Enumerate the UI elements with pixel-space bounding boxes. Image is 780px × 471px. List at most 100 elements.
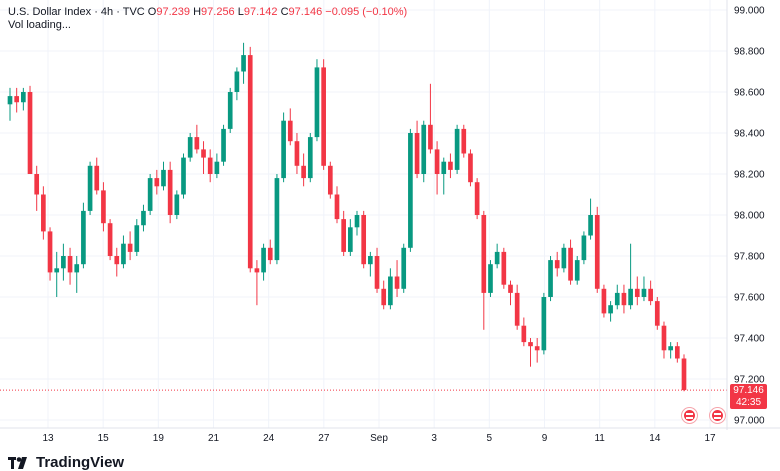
candle-body: [81, 210, 86, 265]
candle: [67, 247, 73, 285]
candle: [608, 301, 613, 322]
candle-body: [321, 67, 326, 166]
candle: [494, 243, 500, 269]
candle: [154, 169, 160, 195]
candle: [61, 243, 66, 281]
candle-body: [594, 215, 600, 289]
candle: [147, 174, 153, 215]
candle: [167, 161, 173, 224]
candle: [121, 235, 126, 269]
candle-body: [74, 264, 80, 273]
candle: [7, 87, 13, 121]
chart-header: U.S. Dollar Index · 4h · TVC O97.239 H97…: [8, 6, 407, 19]
candle-body: [534, 346, 540, 351]
candle-body: [628, 288, 633, 306]
tradingview-logo-icon: [8, 456, 27, 469]
candle-body: [568, 247, 573, 281]
candle-body: [274, 178, 280, 261]
candle: [468, 149, 473, 187]
candle-body: [354, 215, 360, 228]
candle-body: [154, 178, 160, 187]
candle-body: [21, 92, 26, 103]
candle-body: [201, 149, 206, 158]
candle-body: [674, 346, 680, 359]
candle-body: [41, 194, 46, 232]
candle: [87, 161, 93, 215]
candle-body: [648, 288, 653, 302]
candle-body: [114, 256, 120, 265]
candles: [7, 42, 687, 392]
candle-body: [54, 268, 60, 273]
candle: [354, 210, 360, 236]
y-tick-label: 99.000: [734, 6, 765, 17]
candle-body: [394, 276, 400, 289]
candle: [54, 251, 60, 297]
candle: [674, 342, 680, 363]
candle-body: [227, 92, 233, 129]
candle: [641, 276, 647, 302]
x-tick-label: 17: [704, 433, 716, 444]
y-tick-label: 97.000: [734, 416, 765, 427]
candle: [34, 165, 40, 211]
candle: [41, 186, 46, 240]
candle-body: [194, 137, 200, 150]
ohlc-low-label: L: [237, 6, 244, 18]
candle-body: [314, 67, 320, 138]
us-flag-icon[interactable]: [682, 408, 697, 423]
candle-body: [441, 161, 447, 174]
candle-body: [234, 71, 240, 92]
candle-body: [261, 247, 266, 273]
candle: [107, 219, 113, 261]
candle: [127, 231, 133, 261]
candle: [234, 67, 240, 101]
candle-body: [87, 165, 93, 211]
candle: [327, 161, 333, 199]
volume-status: Vol loading...: [8, 19, 71, 31]
candle: [661, 321, 667, 359]
candle-body: [548, 260, 553, 297]
candle: [301, 153, 306, 187]
candle-body: [501, 251, 507, 285]
candle-body: [34, 174, 40, 195]
candle: [588, 198, 593, 240]
candle: [21, 87, 26, 111]
candle-body: [528, 342, 533, 347]
candle: [554, 251, 560, 277]
y-axis[interactable]: 99.000 98.800 98.600 98.400 98.200 98.000 97.8…: [726, 0, 765, 430]
candle: [501, 247, 507, 289]
candle-body: [61, 256, 66, 269]
y-tick-label: 98.800: [734, 47, 765, 58]
candle: [281, 112, 286, 183]
candle: [601, 284, 607, 318]
candle: [47, 227, 53, 281]
candle: [141, 204, 146, 232]
bar-countdown: 42:35: [735, 397, 762, 408]
candle: [441, 157, 447, 195]
candle: [114, 247, 120, 277]
x-tick-label: 15: [98, 433, 110, 444]
symbol-title[interactable]: U.S. Dollar Index · 4h · TVC: [8, 6, 145, 18]
candle: [321, 59, 326, 170]
x-tick-label: Sep: [370, 433, 388, 444]
candle-body: [134, 225, 140, 252]
us-flag-icon[interactable]: [710, 408, 725, 423]
candle-body: [67, 256, 73, 273]
candle: [488, 260, 493, 297]
candle-body: [488, 264, 493, 293]
candle: [214, 153, 220, 179]
ohlc-open-label: O: [147, 6, 157, 18]
x-tick-label: 19: [153, 433, 165, 444]
candle: [568, 239, 573, 285]
candle: [454, 124, 460, 174]
tradingview-logo[interactable]: TradingView: [8, 454, 124, 471]
candle: [74, 256, 80, 293]
candle-body: [207, 157, 213, 174]
x-axis[interactable]: 13 15 19 21 24 27 Sep 3 5 9 11 14 17: [0, 427, 780, 444]
candle-body: [27, 92, 33, 174]
candle: [394, 260, 400, 297]
candle: [267, 239, 273, 265]
candle-body: [47, 231, 53, 273]
candle: [581, 231, 587, 265]
candle: [181, 153, 186, 199]
